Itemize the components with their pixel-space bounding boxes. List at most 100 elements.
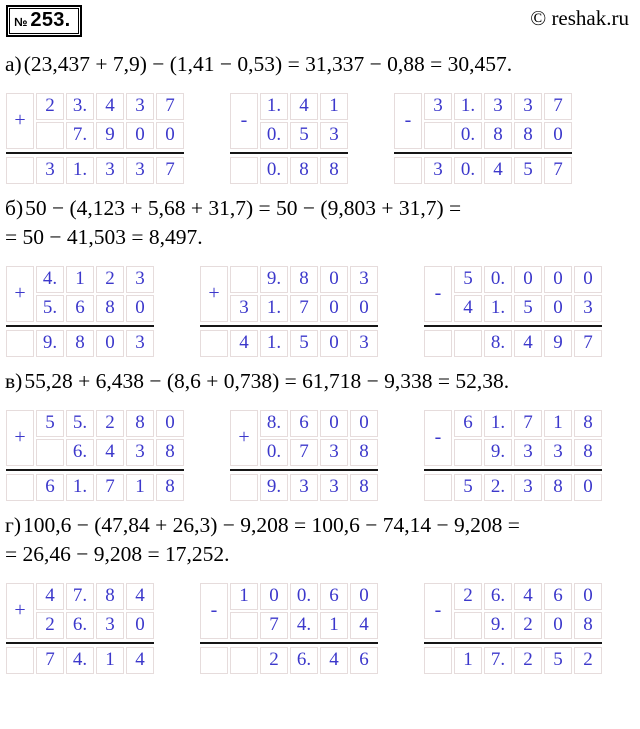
digit-cell: 0: [126, 294, 154, 322]
result-digit-cell: 7: [96, 473, 124, 501]
digit-cell: 8: [514, 121, 542, 149]
math-line: = 26,46 − 9,208 = 17,252.: [5, 540, 632, 570]
result-digit-cell: 3: [290, 473, 318, 501]
digit-cell: 8: [484, 121, 512, 149]
digit-cell: 9: [96, 121, 124, 149]
digit-cell: 6: [66, 294, 94, 322]
digit-cell: 0: [320, 409, 348, 437]
digit-cell: 8: [350, 438, 378, 466]
blank-cell: [6, 646, 34, 674]
minus-operator-cell: -: [424, 582, 452, 639]
blank-cell: [454, 438, 482, 466]
digit-cell: 9.: [484, 438, 512, 466]
column-arithmetic-grid: +8. 6 0 0 0. 7 3 8 9. 3 3 8: [230, 409, 378, 501]
digit-cell: 4: [36, 582, 64, 610]
part-label: б): [5, 195, 24, 220]
column-arithmetic-grid: +4 7. 8 4 2 6. 3 0 7 4. 1 4: [6, 582, 154, 674]
problem-number-frame: № 253.: [9, 8, 79, 34]
blank-cell: [36, 121, 64, 149]
minus-operator-cell: -: [200, 582, 228, 639]
column-arithmetic-grid: -1 0 0. 6 0 7 4. 1 4 2 6. 4 6: [200, 582, 378, 674]
digit-cell: 3: [230, 294, 258, 322]
result-digit-cell: 9: [544, 329, 572, 357]
digit-cell: 4: [96, 92, 124, 120]
digit-cell: 0: [350, 294, 378, 322]
digit-cell: 7: [544, 92, 572, 120]
column-arithmetic-grid: -6 1. 7 1 8 9. 3 3 8 5 2. 3 8 0: [424, 409, 602, 501]
result-digit-cell: 1: [96, 646, 124, 674]
digit-cell: 0: [260, 582, 288, 610]
result-digit-cell: 1: [454, 646, 482, 674]
digit-cell: 0: [574, 265, 602, 293]
digit-cell: 3: [96, 611, 124, 639]
digit-cell: 0: [156, 121, 184, 149]
blank-cell: [230, 265, 258, 293]
digit-cell: 3: [126, 92, 154, 120]
result-digit-cell: 6: [350, 646, 378, 674]
digit-cell: 0: [574, 582, 602, 610]
digit-cell: 0: [544, 294, 572, 322]
digit-cell: 2: [514, 611, 542, 639]
digit-cell: 4: [126, 582, 154, 610]
result-digit-cell: 3: [514, 473, 542, 501]
digit-cell: 6: [320, 582, 348, 610]
digit-cell: 1: [66, 265, 94, 293]
result-digit-cell: 7: [574, 329, 602, 357]
column-arithmetic-grid: -3 1. 3 3 7 0. 8 8 0 3 0. 4 5 7: [394, 92, 572, 184]
column-arithmetic-grid: +9. 8 0 3 3 1. 7 0 0 4 1. 5 0 3: [200, 265, 378, 357]
digit-cell: 0.: [260, 438, 288, 466]
result-digit-cell: 5: [514, 156, 542, 184]
digit-cell: 0: [156, 409, 184, 437]
column-arithmetic-grid: +4. 1 2 3 5. 6 8 0 9. 8 0 3: [6, 265, 154, 357]
digit-cell: 3: [424, 92, 452, 120]
problem-number: 253.: [30, 9, 71, 31]
column-work-row: +4 7. 8 4 2 6. 3 0 7 4. 1 4-1 0 0. 6 0 7 4. 1 4 2 6. 4 6-2 6. 4 6 0…: [6, 582, 632, 674]
digit-cell: 7.: [66, 582, 94, 610]
digit-cell: 8: [96, 582, 124, 610]
digit-cell: 0: [320, 294, 348, 322]
sum-line: [394, 151, 572, 154]
digit-cell: 5: [514, 294, 542, 322]
digit-cell: 0.: [260, 121, 288, 149]
sum-line: [6, 641, 154, 644]
digit-cell: 2: [36, 92, 64, 120]
result-digit-cell: 0: [320, 329, 348, 357]
digit-cell: 8: [126, 409, 154, 437]
math-line: в)55,28 + 6,438 − (8,6 + 0,738) = 61,718…: [5, 367, 632, 397]
result-digit-cell: 9.: [260, 473, 288, 501]
minus-operator-cell: -: [394, 92, 422, 149]
digit-cell: 9.: [260, 265, 288, 293]
plus-operator-cell: +: [6, 92, 34, 149]
plus-operator-cell: +: [200, 265, 228, 322]
solution-parts: а)(23,437 + 7,9) − (1,41 − 0,53) = 31,33…: [5, 50, 632, 674]
result-digit-cell: 8: [290, 156, 318, 184]
column-arithmetic-grid: -2 6. 4 6 0 9. 2 0 8 1 7. 2 5 2: [424, 582, 602, 674]
digit-cell: 3.: [66, 92, 94, 120]
math-expression: = 50 − 41,503 = 8,497.: [5, 225, 203, 250]
result-digit-cell: 5: [454, 473, 482, 501]
digit-cell: 2: [96, 409, 124, 437]
result-digit-cell: 2: [260, 646, 288, 674]
sum-line: [6, 151, 184, 154]
result-digit-cell: 3: [350, 329, 378, 357]
column-arithmetic-grid: -1. 4 1 0. 5 3 0. 8 8: [230, 92, 348, 184]
digit-cell: 4.: [290, 611, 318, 639]
part-label: в): [5, 368, 23, 393]
digit-cell: 0: [544, 265, 572, 293]
sum-line: [6, 324, 154, 327]
sum-line: [200, 324, 378, 327]
blank-cell: [454, 611, 482, 639]
numero-sign: №: [14, 15, 28, 29]
result-digit-cell: 0.: [454, 156, 482, 184]
digit-cell: 3: [320, 438, 348, 466]
blank-cell: [424, 121, 452, 149]
result-digit-cell: 7: [544, 156, 572, 184]
blank-cell: [454, 329, 482, 357]
digit-cell: 8.: [260, 409, 288, 437]
digit-cell: 1.: [454, 92, 482, 120]
sum-line: [230, 151, 348, 154]
digit-cell: 3: [320, 121, 348, 149]
result-digit-cell: 1.: [66, 473, 94, 501]
sum-line: [424, 641, 602, 644]
header: № 253. © reshak.ru: [5, 5, 632, 37]
